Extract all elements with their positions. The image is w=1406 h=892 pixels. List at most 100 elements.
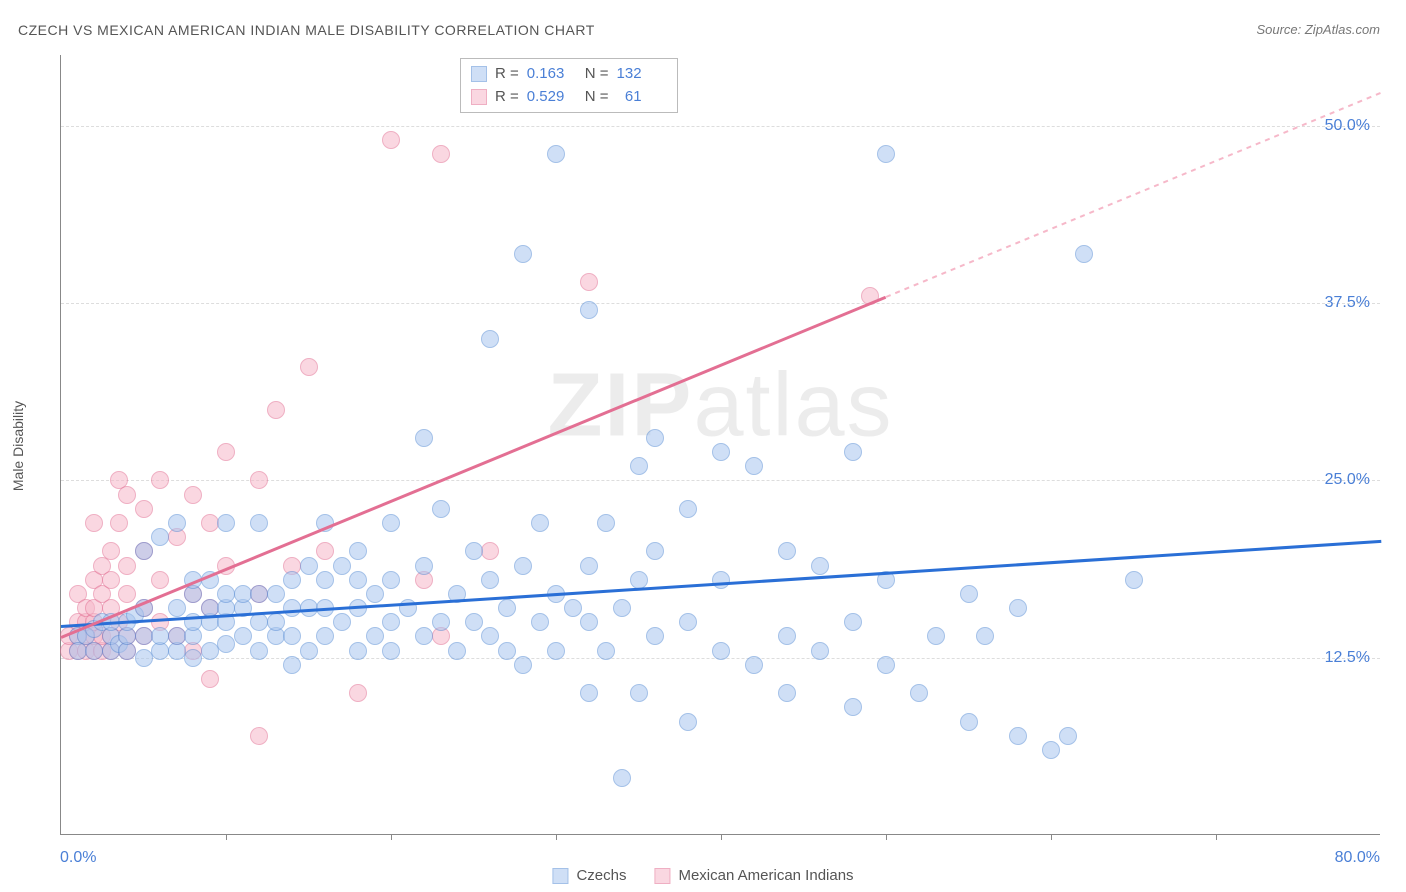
mexican-point [102,571,120,589]
czech-point [283,656,301,674]
czech-point [514,656,532,674]
x-tick-label-left: 0.0% [60,849,96,867]
mexican-point [250,727,268,745]
czech-point [300,557,318,575]
y-tick-label: 12.5% [1325,649,1370,667]
mexican-point [118,557,136,575]
mexican-point [250,471,268,489]
r-label: R = [495,63,519,86]
czech-point [184,649,202,667]
mexican-point [201,670,219,688]
stats-swatch [471,66,487,82]
czech-point [1125,571,1143,589]
r-label: R = [495,86,519,109]
czech-point [267,613,285,631]
czech-point [283,599,301,617]
watermark: ZIPatlas [547,354,893,457]
gridline [61,303,1380,304]
czech-point [349,642,367,660]
czech-point [283,571,301,589]
stats-row: R = 0.529 N = 61 [471,86,667,109]
czech-point [217,635,235,653]
czech-point [910,684,928,702]
czech-point [514,557,532,575]
czech-point [580,613,598,631]
czech-point [168,514,186,532]
legend-label: Mexican American Indians [678,867,853,884]
series-legend: Czechs Mexican American Indians [552,867,853,884]
czech-point [481,571,499,589]
czech-point [531,613,549,631]
x-tick-mark [556,834,557,840]
czech-point [382,514,400,532]
czech-point [712,642,730,660]
czech-point [811,557,829,575]
legend-label: Czechs [576,867,626,884]
czech-point [877,656,895,674]
legend-item: Czechs [552,867,626,884]
czech-point [415,429,433,447]
czech-point [844,443,862,461]
czech-point [333,557,351,575]
czech-point [547,145,565,163]
czech-point [300,642,318,660]
czech-point [778,627,796,645]
czech-point [135,627,153,645]
czech-point [250,613,268,631]
czech-point [382,642,400,660]
n-value: 132 [617,63,667,86]
legend-item: Mexican American Indians [654,867,853,884]
czech-point [597,642,615,660]
y-tick-label: 37.5% [1325,294,1370,312]
mexican-point [349,684,367,702]
legend-swatch [552,868,568,884]
mexican-point [102,542,120,560]
czech-point [448,642,466,660]
czech-point [580,684,598,702]
gridline [61,126,1380,127]
czech-point [366,585,384,603]
n-value: 61 [617,86,667,109]
r-value: 0.529 [527,86,577,109]
mexican-point [316,542,334,560]
r-value: 0.163 [527,63,577,86]
czech-point [679,713,697,731]
czech-point [316,571,334,589]
czech-point [151,528,169,546]
czech-point [613,769,631,787]
czech-point [333,613,351,631]
stats-swatch [471,89,487,105]
czech-point [646,627,664,645]
mexican-point [151,571,169,589]
czech-point [465,613,483,631]
y-axis-label: Male Disability [10,401,26,491]
czech-point [844,698,862,716]
czech-point [217,514,235,532]
czech-point [646,429,664,447]
czech-point [844,613,862,631]
czech-point [481,330,499,348]
n-label: N = [585,86,609,109]
czech-point [960,585,978,603]
x-tick-mark [391,834,392,840]
czech-point [250,585,268,603]
czech-point [135,542,153,560]
czech-point [1042,741,1060,759]
czech-point [1059,727,1077,745]
mexican-point [184,486,202,504]
scatter-plot-area: ZIPatlas 12.5%25.0%37.5%50.0% [60,55,1380,835]
czech-point [201,642,219,660]
czech-point [547,642,565,660]
source-attribution: Source: ZipAtlas.com [1256,22,1380,37]
czech-point [712,443,730,461]
czech-point [250,642,268,660]
czech-point [778,542,796,560]
correlation-stats-box: R = 0.163 N = 132 R = 0.529 N = 61 [460,58,678,113]
n-label: N = [585,63,609,86]
czech-point [531,514,549,532]
czech-point [382,571,400,589]
czech-point [580,301,598,319]
czech-point [960,713,978,731]
czech-point [481,627,499,645]
czech-point [679,613,697,631]
